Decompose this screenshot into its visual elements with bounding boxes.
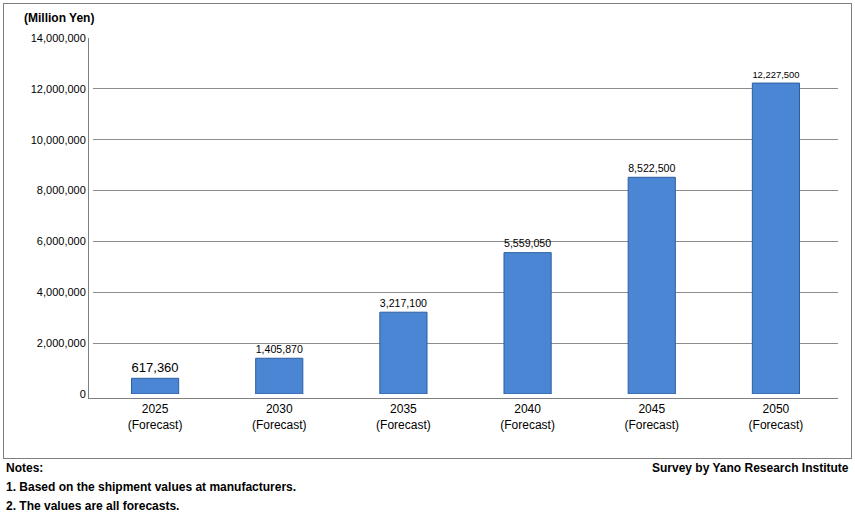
svg-text:2025(Forecast): 2025(Forecast)	[128, 402, 183, 432]
svg-text:5,559,050: 5,559,050	[504, 237, 551, 249]
svg-text:1,405,870: 1,405,870	[256, 343, 303, 355]
svg-text:10,000,000: 10,000,000	[31, 134, 86, 146]
svg-text:2040(Forecast): 2040(Forecast)	[500, 402, 555, 432]
svg-text:12,227,500: 12,227,500	[752, 69, 799, 80]
svg-text:Notes:: Notes:	[6, 461, 43, 475]
svg-text:Survey by Yano Research Instit: Survey by Yano Research Institute	[652, 461, 849, 475]
svg-text:6,000,000: 6,000,000	[37, 235, 86, 247]
svg-text:8,522,500: 8,522,500	[628, 162, 675, 174]
svg-text:0: 0	[80, 388, 86, 400]
svg-text:4,000,000: 4,000,000	[37, 286, 86, 298]
svg-text:3,217,100: 3,217,100	[380, 297, 427, 309]
svg-text:2045(Forecast): 2045(Forecast)	[624, 402, 679, 432]
svg-text:14,000,000: 14,000,000	[31, 32, 86, 44]
svg-text:2,000,000: 2,000,000	[37, 337, 86, 349]
svg-text:2035(Forecast): 2035(Forecast)	[376, 402, 431, 432]
svg-text:(Million Yen): (Million Yen)	[24, 11, 94, 25]
svg-text:8,000,000: 8,000,000	[37, 184, 86, 196]
svg-text:2. The values are all forecast: 2. The values are all forecasts.	[6, 499, 179, 513]
svg-text:617,360: 617,360	[132, 360, 179, 375]
svg-text:2030(Forecast): 2030(Forecast)	[252, 402, 307, 432]
svg-text:1. Based on the shipment value: 1. Based on the shipment values at manuf…	[6, 480, 296, 494]
svg-text:2050(Forecast): 2050(Forecast)	[749, 402, 804, 432]
svg-text:12,000,000: 12,000,000	[31, 83, 86, 95]
